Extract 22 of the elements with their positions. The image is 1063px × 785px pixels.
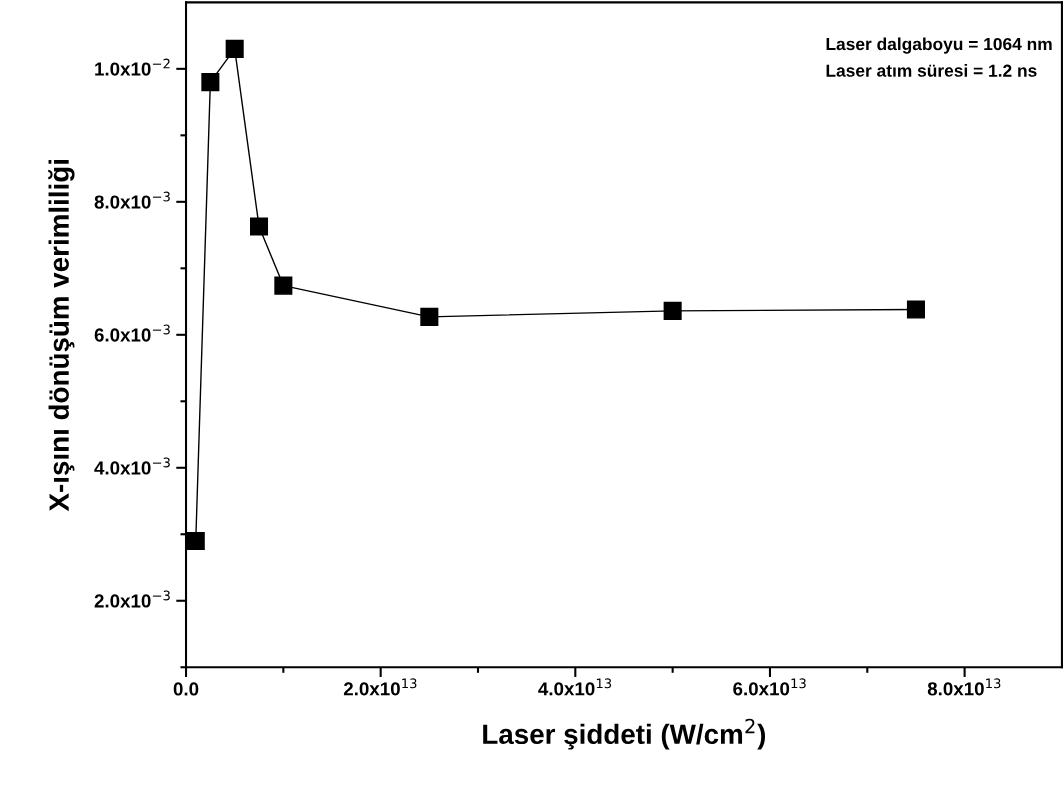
x-tick-label: 8.0x10$^{13}$: [927, 678, 1001, 696]
x-tick-label: 6.0x10$^{13}$: [733, 678, 806, 696]
y-tick-label: 1.0x10$^{−2}$: [95, 58, 170, 76]
y-tick-label: 2.0x10$^{−3}$: [94, 590, 170, 608]
x-tick-label: 2.0x10$^{13}$: [343, 678, 417, 696]
point: [420, 307, 439, 326]
x-tick-label: 4.0x10$^{13}$: [538, 678, 612, 696]
y-tick-label: 4.0x10$^{−3}$: [94, 457, 170, 475]
point: [186, 531, 205, 550]
y-tick-label: 8.0x10$^{−3}$: [94, 191, 170, 209]
annotation: Laser dalgaboyu = 1064 nm: [826, 37, 1052, 54]
annotation: Laser atım süresi = 1.2 ns: [826, 64, 1037, 77]
point: [249, 217, 269, 236]
x-tick-label: 0.0: [173, 682, 199, 696]
point: [225, 39, 244, 58]
y-tick-label: 6.0x10$^{−3}$: [94, 324, 170, 342]
y-axis-title: X-ışını dönüşüm verimliliği: [48, 160, 75, 512]
point: [201, 73, 220, 92]
point: [663, 301, 682, 320]
point: [906, 300, 925, 319]
x-axis-title: Laser şiddeti (W/cm$^{2}$): [483, 718, 766, 750]
point: [274, 276, 293, 295]
